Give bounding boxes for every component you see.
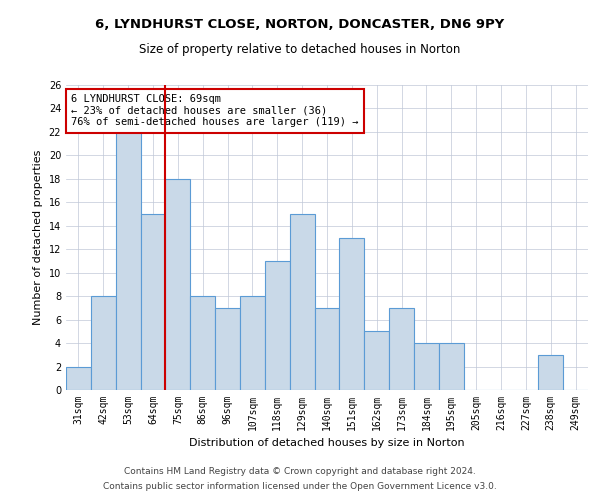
- Bar: [538, 355, 563, 390]
- Bar: [166, 179, 190, 390]
- Text: Contains HM Land Registry data © Crown copyright and database right 2024.: Contains HM Land Registry data © Crown c…: [124, 467, 476, 476]
- Bar: [290, 214, 314, 390]
- Bar: [140, 214, 166, 390]
- Text: Contains public sector information licensed under the Open Government Licence v3: Contains public sector information licen…: [103, 482, 497, 491]
- Bar: [389, 308, 414, 390]
- Bar: [215, 308, 240, 390]
- Text: 6 LYNDHURST CLOSE: 69sqm
← 23% of detached houses are smaller (36)
76% of semi-d: 6 LYNDHURST CLOSE: 69sqm ← 23% of detach…: [71, 94, 359, 128]
- Bar: [265, 261, 290, 390]
- X-axis label: Distribution of detached houses by size in Norton: Distribution of detached houses by size …: [189, 438, 465, 448]
- Bar: [240, 296, 265, 390]
- Bar: [116, 132, 140, 390]
- Bar: [340, 238, 364, 390]
- Y-axis label: Number of detached properties: Number of detached properties: [33, 150, 43, 325]
- Bar: [66, 366, 91, 390]
- Bar: [414, 343, 439, 390]
- Bar: [314, 308, 340, 390]
- Text: Size of property relative to detached houses in Norton: Size of property relative to detached ho…: [139, 42, 461, 56]
- Bar: [364, 332, 389, 390]
- Bar: [91, 296, 116, 390]
- Bar: [439, 343, 464, 390]
- Text: 6, LYNDHURST CLOSE, NORTON, DONCASTER, DN6 9PY: 6, LYNDHURST CLOSE, NORTON, DONCASTER, D…: [95, 18, 505, 30]
- Bar: [190, 296, 215, 390]
